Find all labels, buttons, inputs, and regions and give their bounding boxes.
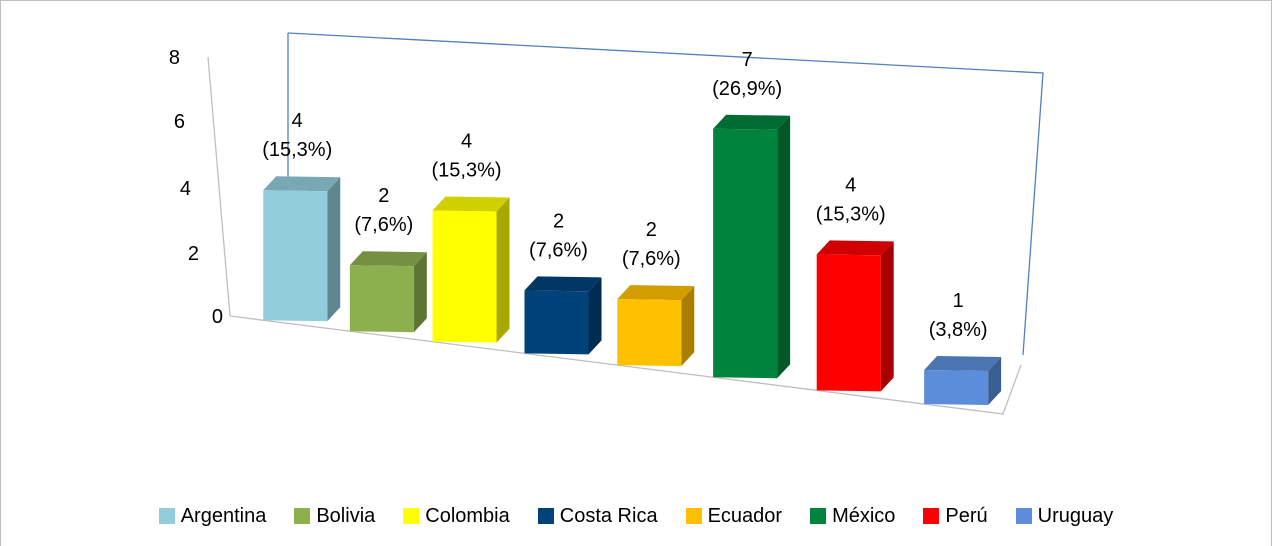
bar-side bbox=[327, 177, 341, 322]
legend-label: Bolivia bbox=[316, 504, 376, 527]
legend-label: Colombia bbox=[425, 504, 510, 527]
bar-top bbox=[713, 114, 791, 130]
data-label-percent: (3,8%) bbox=[929, 319, 988, 341]
data-label-value: 1 bbox=[953, 290, 964, 312]
legend-label: Costa Rica bbox=[559, 504, 658, 527]
legend-item: Argentina bbox=[158, 504, 267, 528]
data-label-value: 4 bbox=[292, 110, 303, 132]
data-label-percent: (15,3%) bbox=[432, 159, 502, 181]
legend-item: Uruguay bbox=[1015, 504, 1114, 528]
data-label-value: 7 bbox=[742, 49, 753, 71]
bar-top bbox=[924, 356, 1002, 372]
data-label-value: 2 bbox=[378, 185, 389, 207]
legend-label: Argentina bbox=[180, 504, 267, 527]
y-tick-label: 6 bbox=[174, 111, 185, 133]
bar-side bbox=[777, 115, 791, 379]
legend-swatch bbox=[685, 508, 702, 524]
back-wall-outline bbox=[287, 32, 1044, 356]
side-wall-edge bbox=[207, 56, 231, 317]
bar-side bbox=[880, 241, 894, 392]
y-tick-label: 8 bbox=[169, 47, 180, 69]
y-tick-label: 0 bbox=[212, 306, 223, 328]
bar-top bbox=[432, 196, 510, 212]
chart-legend: Argentina Bolivia Colombia Costa Rica Ecuado… bbox=[0, 496, 1272, 536]
legend-swatch bbox=[294, 508, 311, 524]
legend-swatch bbox=[158, 508, 175, 524]
bar-side bbox=[496, 197, 510, 343]
bar bbox=[432, 210, 497, 343]
bar bbox=[816, 254, 881, 392]
data-label-value: 2 bbox=[553, 210, 564, 232]
bar bbox=[617, 299, 682, 367]
bar-top bbox=[263, 176, 341, 192]
bar-top bbox=[524, 276, 602, 292]
bar-top bbox=[617, 285, 695, 301]
legend-label: México bbox=[832, 504, 896, 527]
data-label-percent: (7,6%) bbox=[354, 214, 413, 236]
bar bbox=[713, 128, 778, 379]
legend-swatch bbox=[403, 508, 420, 524]
data-label-percent: (7,6%) bbox=[622, 248, 681, 270]
data-label-value: 4 bbox=[845, 174, 856, 196]
data-label-percent: (15,3%) bbox=[262, 139, 332, 161]
legend-item: Bolivia bbox=[294, 505, 375, 528]
bar bbox=[349, 265, 414, 333]
bar bbox=[263, 190, 328, 322]
data-label-percent: (26,9%) bbox=[712, 78, 782, 100]
bar-side bbox=[588, 277, 602, 355]
data-label-value: 2 bbox=[646, 219, 657, 241]
y-tick-label: 2 bbox=[188, 243, 199, 265]
legend-item: Ecuador bbox=[685, 504, 783, 528]
legend-item: México bbox=[810, 505, 895, 528]
legend-swatch bbox=[1015, 508, 1032, 524]
legend-item: Colombia bbox=[403, 504, 510, 528]
bar-top bbox=[349, 251, 427, 267]
bar-top bbox=[816, 240, 894, 256]
legend-swatch bbox=[537, 508, 554, 524]
legend-item: Perú bbox=[923, 504, 988, 528]
legend-swatch bbox=[810, 508, 827, 524]
floor-outline bbox=[229, 315, 1022, 415]
bar-side bbox=[413, 252, 427, 333]
bar bbox=[524, 290, 589, 355]
bar-side bbox=[988, 357, 1002, 406]
legend-label: Ecuador bbox=[707, 504, 783, 527]
bar-side bbox=[681, 286, 695, 367]
data-label-percent: (7,6%) bbox=[529, 239, 588, 261]
y-tick-label: 4 bbox=[180, 178, 191, 200]
data-label-value: 4 bbox=[461, 130, 472, 152]
data-label-percent: (15,3%) bbox=[816, 203, 886, 225]
legend-item: Costa Rica bbox=[537, 504, 658, 528]
legend-label: Perú bbox=[945, 504, 988, 527]
legend-swatch bbox=[923, 508, 940, 524]
legend-label: Uruguay bbox=[1037, 504, 1114, 527]
bar bbox=[924, 370, 989, 406]
